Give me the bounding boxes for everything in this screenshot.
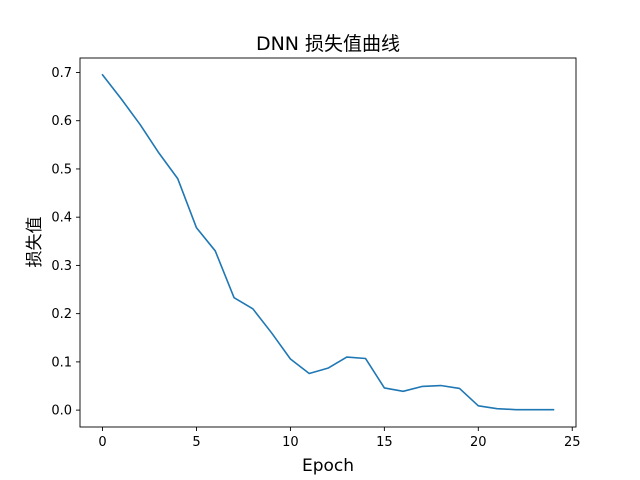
y-axis-label: 损失值 bbox=[25, 217, 45, 268]
y-tick-label: 0.3 bbox=[51, 259, 72, 274]
y-tick-label: 0.2 bbox=[51, 307, 72, 322]
y-tick-label: 0.1 bbox=[51, 355, 72, 370]
x-tick-label: 5 bbox=[192, 435, 200, 450]
y-tick-label: 0.4 bbox=[51, 211, 72, 226]
y-tick-label: 0.7 bbox=[51, 66, 72, 81]
x-tick-label: 20 bbox=[470, 435, 487, 450]
x-axis-label: Epoch bbox=[302, 456, 354, 476]
x-tick-label: 0 bbox=[98, 435, 106, 450]
chart-title: DNN 损失值曲线 bbox=[256, 33, 400, 55]
x-tick-label: 10 bbox=[282, 435, 299, 450]
x-tick-label: 15 bbox=[376, 435, 393, 450]
series-line-0 bbox=[101, 73, 555, 411]
y-tick-label: 0.5 bbox=[51, 162, 72, 177]
y-tick-label: 0.6 bbox=[51, 114, 72, 129]
axes-frame bbox=[79, 57, 577, 428]
plot-area: 0 5 10 15 20 25 0.0 0.1 0.2 0.3 0.4 0.5 0.6 0.7 bbox=[51, 57, 581, 450]
y-tick-label: 0.0 bbox=[51, 404, 72, 419]
x-tick-label: 25 bbox=[564, 435, 581, 450]
